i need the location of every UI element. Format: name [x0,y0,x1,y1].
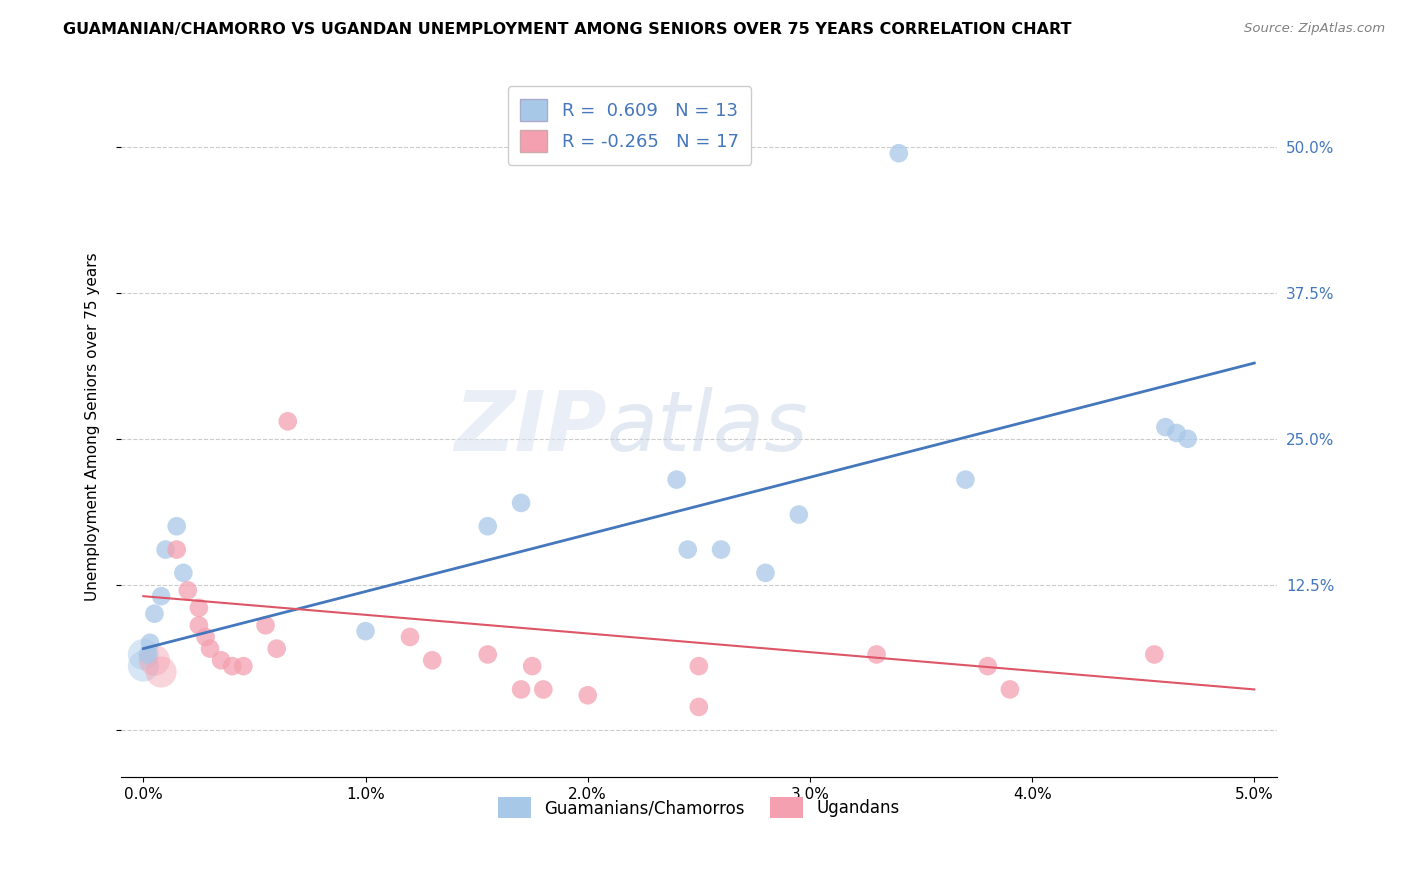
Point [420,653,443,667]
Point [166,519,188,533]
Text: GUAMANIAN/CHAMORRO VS UGANDAN UNEMPLOYMENT AMONG SENIORS OVER 75 YEARS CORRELATI: GUAMANIAN/CHAMORRO VS UGANDAN UNEMPLOYME… [63,22,1071,37]
Point [232,659,254,673]
Point [354,624,377,639]
Point [477,519,499,533]
Point [143,653,166,667]
Point [139,636,162,650]
Point [187,600,209,615]
Point [1177,432,1199,446]
Point [1154,420,1177,434]
Point [150,665,173,679]
Point [172,566,194,580]
Point [676,542,699,557]
Point [155,542,177,557]
Point [143,607,166,621]
Point [1166,425,1188,440]
Text: Source: ZipAtlas.com: Source: ZipAtlas.com [1244,22,1385,36]
Point [688,659,710,673]
Point [787,508,810,522]
Point [132,648,155,662]
Point [576,688,599,702]
Point [955,473,977,487]
Point [998,682,1021,697]
Point [510,496,533,510]
Point [887,146,910,161]
Point [754,566,776,580]
Point [522,659,544,673]
Y-axis label: Unemployment Among Seniors over 75 years: Unemployment Among Seniors over 75 years [86,252,100,601]
Point [710,542,733,557]
Point [187,618,209,632]
Point [221,659,243,673]
Point [132,659,155,673]
Point [177,583,200,598]
Point [1143,648,1166,662]
Point [477,648,499,662]
Point [399,630,422,644]
Point [266,641,288,656]
Point [198,641,221,656]
Point [976,659,998,673]
Point [136,648,159,662]
Point [688,700,710,714]
Point [166,542,188,557]
Point [277,414,299,428]
Point [865,648,887,662]
Point [150,589,173,603]
Point [665,473,688,487]
Point [254,618,277,632]
Point [510,682,533,697]
Text: ZIP: ZIP [454,386,606,467]
Point [194,630,217,644]
Text: atlas: atlas [606,386,808,467]
Point [209,653,232,667]
Legend: Guamanians/Chamorros, Ugandans: Guamanians/Chamorros, Ugandans [491,791,907,824]
Point [531,682,554,697]
